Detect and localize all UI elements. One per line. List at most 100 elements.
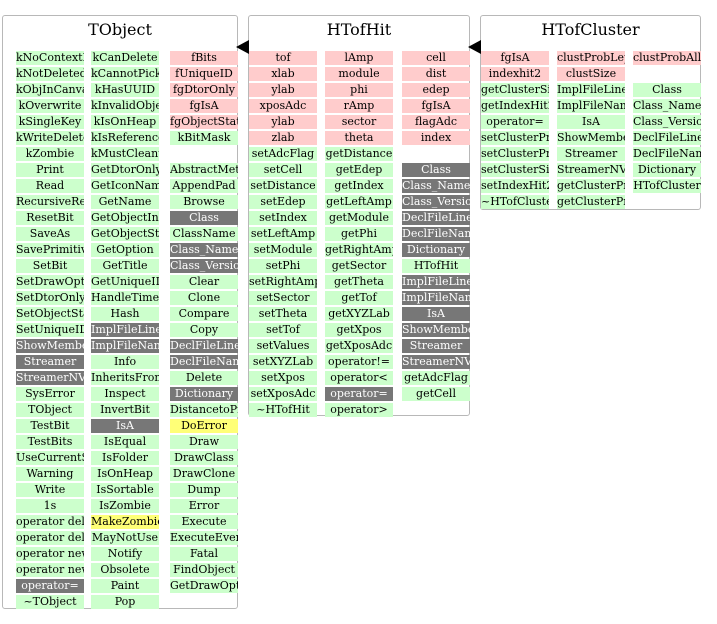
class-member: ImplFileName: [402, 291, 470, 305]
class-member: TObject: [16, 403, 84, 417]
class-member: setDistance: [249, 179, 317, 193]
class-member: ClassName: [170, 227, 238, 241]
class-title: HTofCluster: [541, 20, 640, 39]
class-member: operator!=: [325, 355, 393, 369]
class-member: indexhit2: [481, 67, 549, 81]
class-member: module: [325, 67, 393, 81]
class-member: getTof: [325, 291, 393, 305]
class-member: HTofHit: [402, 259, 470, 273]
class-member: ImplFileLine: [402, 275, 470, 289]
class-member: setIndexHit2: [481, 179, 549, 193]
class-member: operator new[]: [16, 563, 84, 577]
class-member: Streamer: [557, 147, 625, 161]
class-member: SaveAs: [16, 227, 84, 241]
class-member: getClusterProbAll: [557, 179, 625, 193]
class-member: Compare: [170, 307, 238, 321]
class-member: fgObjectStat: [170, 115, 238, 129]
class-member: zlab: [249, 131, 317, 145]
class-member: kSingleKey: [16, 115, 84, 129]
class-title: HTofHit: [326, 20, 392, 39]
class-member: index: [402, 131, 470, 145]
class-member: tof: [249, 51, 317, 65]
class-member: GetUniqueID: [91, 275, 159, 289]
class-member: getAdcFlag: [402, 371, 470, 385]
class-member: getSector: [325, 259, 393, 273]
class-member: SetObjectStat: [16, 307, 84, 321]
class-member: GetName: [91, 195, 159, 209]
class-member: SetUniqueID: [16, 323, 84, 337]
class-member: InvertBit: [91, 403, 159, 417]
class-member: Notify: [91, 547, 159, 561]
class-member: Delete: [170, 371, 238, 385]
class-member: getEdep: [325, 163, 393, 177]
class-member: SetDrawOption: [16, 275, 84, 289]
class-member: xposAdc: [249, 99, 317, 113]
class-member: SavePrimitive: [16, 243, 84, 257]
class-member: getRightAmp: [325, 243, 393, 257]
class-member: IsEqual: [91, 435, 159, 449]
class-member: Dictionary: [633, 163, 701, 177]
class-member: Class: [402, 163, 470, 177]
class-member: Read: [16, 179, 84, 193]
class-member: Class: [633, 83, 701, 97]
class-member: Copy: [170, 323, 238, 337]
class-member: kOverwrite: [16, 99, 84, 113]
class-member: getXposAdc: [325, 339, 393, 353]
class-member: ImplFileName: [557, 99, 625, 113]
class-member: setLeftAmp: [249, 227, 317, 241]
class-member: Error: [170, 499, 238, 513]
class-member: fUniqueID: [170, 67, 238, 81]
class-member: getPhi: [325, 227, 393, 241]
class-member: DoError: [170, 419, 238, 433]
class-member: Browse: [170, 195, 238, 209]
class-member: Warning: [16, 467, 84, 481]
class-member: Class: [170, 211, 238, 225]
class-member: edep: [402, 83, 470, 97]
class-member: ~TObject: [16, 595, 84, 609]
class-member: Write: [16, 483, 84, 497]
class-member: kZombie: [16, 147, 84, 161]
class-member: Class_Version: [633, 115, 701, 129]
class-member: StreamerNVirtual: [16, 371, 84, 385]
class-member: TestBits: [16, 435, 84, 449]
member-spacer: [402, 147, 470, 161]
class-member: Class_Name: [402, 179, 470, 193]
class-member: sector: [325, 115, 393, 129]
class-member: dist: [402, 67, 470, 81]
class-member: ResetBit: [16, 211, 84, 225]
inheritance-arrow-icon: [468, 40, 481, 54]
class-member: DeclFileLine: [633, 131, 701, 145]
class-member: rAmp: [325, 99, 393, 113]
class-member: Dictionary: [170, 387, 238, 401]
class-member: GetDtorOnly: [91, 163, 159, 177]
member-spacer: [170, 147, 238, 161]
class-member: getTheta: [325, 275, 393, 289]
class-member: TestBit: [16, 419, 84, 433]
class-member: IsA: [91, 419, 159, 433]
class-member: ~HTofHit: [249, 403, 317, 417]
class-member: IsFolder: [91, 451, 159, 465]
class-member: Execute: [170, 515, 238, 529]
class-member: SetDtorOnly: [16, 291, 84, 305]
class-member: DrawClone: [170, 467, 238, 481]
class-member: Class_Name: [633, 99, 701, 113]
class-member: GetOption: [91, 243, 159, 257]
class-member: ~HTofCluster: [481, 195, 549, 209]
inheritance-arrow-icon: [236, 40, 249, 54]
class-member: HTofCluster: [633, 179, 701, 193]
class-member: GetIconName: [91, 179, 159, 193]
class-member: fgIsA: [481, 51, 549, 65]
class-member: kMustCleanup: [91, 147, 159, 161]
class-member: setClusterSize: [481, 163, 549, 177]
class-member: Inspect: [91, 387, 159, 401]
class-member: StreamerNVirtual: [557, 163, 625, 177]
class-member: AbstractMethod: [170, 163, 238, 177]
class-member: operator new: [16, 547, 84, 561]
class-member: DistancetoPrimitive: [170, 403, 238, 417]
class-member: flagAdc: [402, 115, 470, 129]
class-member: getXYZLab: [325, 307, 393, 321]
class-member: getXpos: [325, 323, 393, 337]
class-member: getClusterSize: [481, 83, 549, 97]
class-member: operator delete: [16, 515, 84, 529]
class-member: ShowMembers: [16, 339, 84, 353]
